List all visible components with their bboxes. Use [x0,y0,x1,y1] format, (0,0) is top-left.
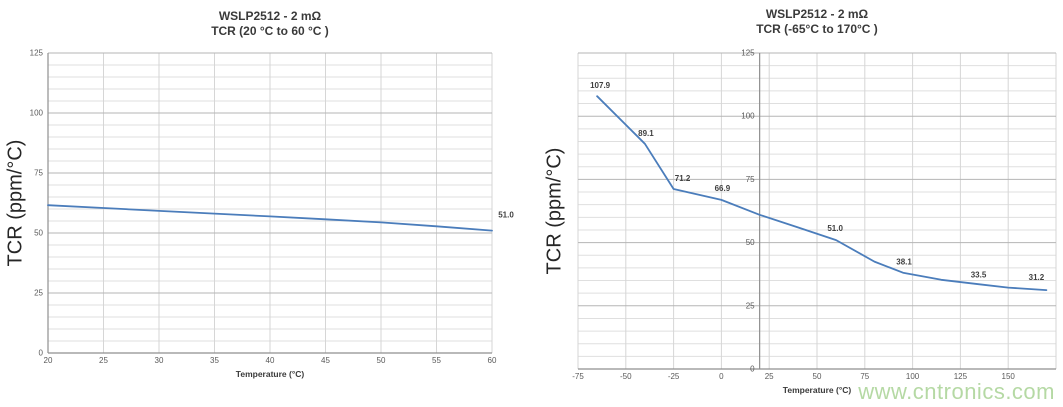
x-tick-label: 100 [906,372,920,381]
x-tick-label: 50 [377,356,386,365]
x-tick-label: 150 [1002,372,1016,381]
data-label: 66.9 [715,184,731,193]
chart-title: WSLP2512 - 2 mΩ [765,7,869,21]
chart-title-block: WSLP2512 - 2 mΩ TCR (-65°C to 170°C ) [578,7,1056,37]
y-tick-label: 50 [746,238,755,247]
x-tick-label: 60 [488,356,497,365]
y-tick-label: 25 [746,301,755,310]
y-tick-label: 75 [746,175,755,184]
watermark: www.cntronics.com [858,379,1055,404]
series-line [596,95,1048,292]
data-label: 51.0 [498,211,514,220]
y-tick-label: 0 [750,365,755,374]
x-tick-label: -25 [668,372,680,381]
x-tick-label: 55 [432,356,441,365]
x-tick-label: 0 [719,372,724,381]
y-tick-label: 100 [741,112,755,121]
data-label: 51.0 [827,224,843,233]
x-tick-label: 20 [44,356,53,365]
data-label: 31.2 [1029,273,1045,282]
data-label: 38.1 [896,258,912,267]
y-tick-label: 125 [741,49,755,58]
x-tick-label: 25 [765,372,774,381]
y-tick-label: 100 [30,109,44,118]
data-label: 33.5 [971,270,987,279]
data-label: 89.1 [638,129,654,138]
x-axis-title: Temperature (°C) [235,369,305,379]
chart-tcr-20-60: WSLP2512 - 2 mΩ TCR (20 °C to 60 °C ) TC… [0,0,531,407]
series-line [47,204,493,232]
y-tick-label: 125 [30,49,44,58]
chart-title-block: WSLP2512 - 2 mΩ TCR (20 °C to 60 °C ) [48,9,492,39]
x-tick-label: 75 [860,372,869,381]
x-tick-label: 30 [155,356,164,365]
x-tick-label: 25 [99,356,108,365]
chart-tcr-minus65-170: WSLP2512 - 2 mΩ TCR (-65°C to 170°C ) TC… [531,0,1063,407]
x-axis-title: Temperature (°C) [782,385,852,395]
chart-subtitle: TCR (20 °C to 60 °C ) [211,24,329,38]
y-tick-label: 25 [34,289,43,298]
x-tick-label: 125 [954,372,968,381]
y-axis-title: TCR (ppm/°C) [543,147,566,275]
y-tick-label: 50 [34,229,43,238]
plot-area: 20 25 30 35 40 45 50 55 60 0 25 50 75 100 125 51.0 [30,49,515,366]
data-label: 107.9 [590,81,611,90]
plot-area: -75 -50 -25 0 25 50 75 100 125 150 0 25 50 75 100 125 10… [572,49,1057,381]
x-tick-label: 50 [813,372,822,381]
x-tick-label: 35 [210,356,219,365]
data-label: 71.2 [675,174,691,183]
chart-subtitle: TCR (-65°C to 170°C ) [756,22,878,36]
x-tick-label: -50 [620,372,632,381]
x-tick-label: 45 [321,356,330,365]
x-tick-label: 40 [266,356,275,365]
y-axis-title: TCR (ppm/°C) [4,139,27,267]
x-tick-label: -75 [572,372,584,381]
y-tick-label: 75 [34,169,43,178]
chart-title: WSLP2512 - 2 mΩ [218,9,322,23]
y-tick-label: 0 [39,349,44,358]
